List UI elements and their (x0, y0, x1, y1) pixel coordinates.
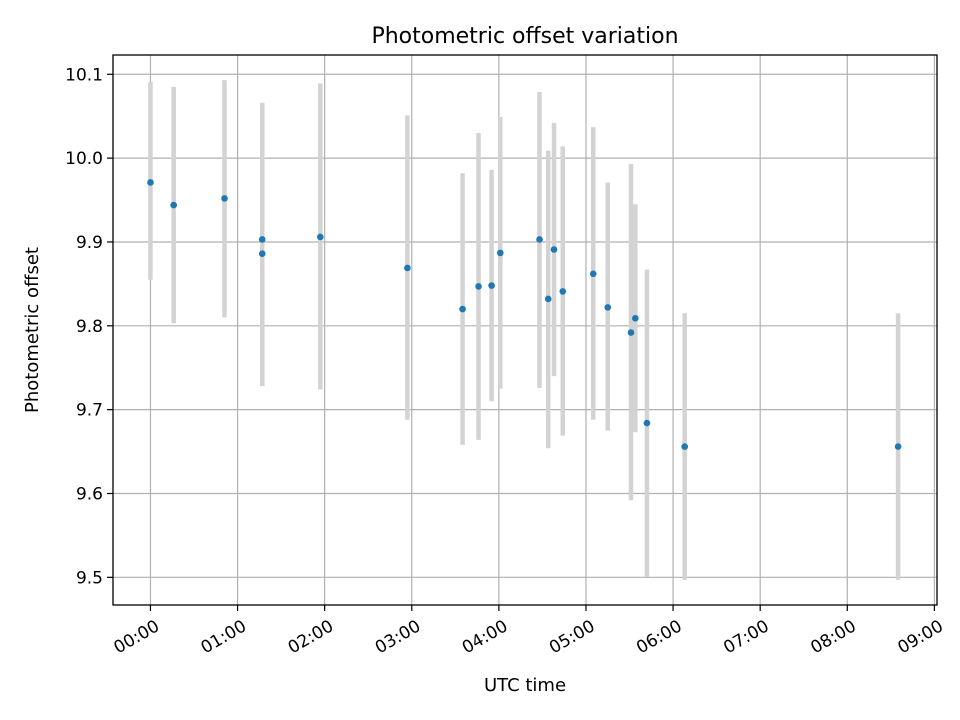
y-tick-label: 10.0 (65, 149, 103, 169)
data-point (258, 236, 266, 243)
data-point (589, 270, 597, 278)
data-point (604, 304, 612, 311)
data-point (681, 443, 688, 450)
data-point (404, 264, 411, 272)
y-tick-label: 10.1 (65, 65, 103, 85)
data-point (536, 236, 543, 243)
y-tick-label: 9.9 (76, 233, 103, 253)
data-point (258, 250, 266, 258)
data-point (627, 329, 635, 336)
data-point (894, 443, 902, 450)
data-point (317, 233, 324, 241)
point-layer (147, 179, 902, 450)
data-point (488, 282, 495, 289)
data-point (643, 419, 651, 427)
data-point (459, 305, 466, 313)
y-tick-label: 9.5 (76, 568, 103, 588)
data-point (170, 201, 177, 209)
data-point (632, 314, 639, 322)
data-point (544, 295, 552, 303)
y-tick-label: 9.7 (76, 401, 103, 421)
data-point (475, 283, 482, 290)
y-tick-label: 9.8 (76, 317, 103, 337)
y-tick-label: 9.6 (76, 484, 103, 504)
data-point (221, 195, 228, 202)
data-point (550, 246, 558, 253)
data-point (559, 288, 567, 295)
data-point (497, 249, 504, 257)
chart-title: Photometric offset variation (371, 24, 678, 49)
grid-layer (113, 55, 937, 605)
x-axis-label: UTC time (484, 675, 566, 696)
plot-frame (112, 54, 938, 606)
y-axis-label: Photometric offset (22, 247, 43, 413)
data-point (147, 179, 154, 186)
